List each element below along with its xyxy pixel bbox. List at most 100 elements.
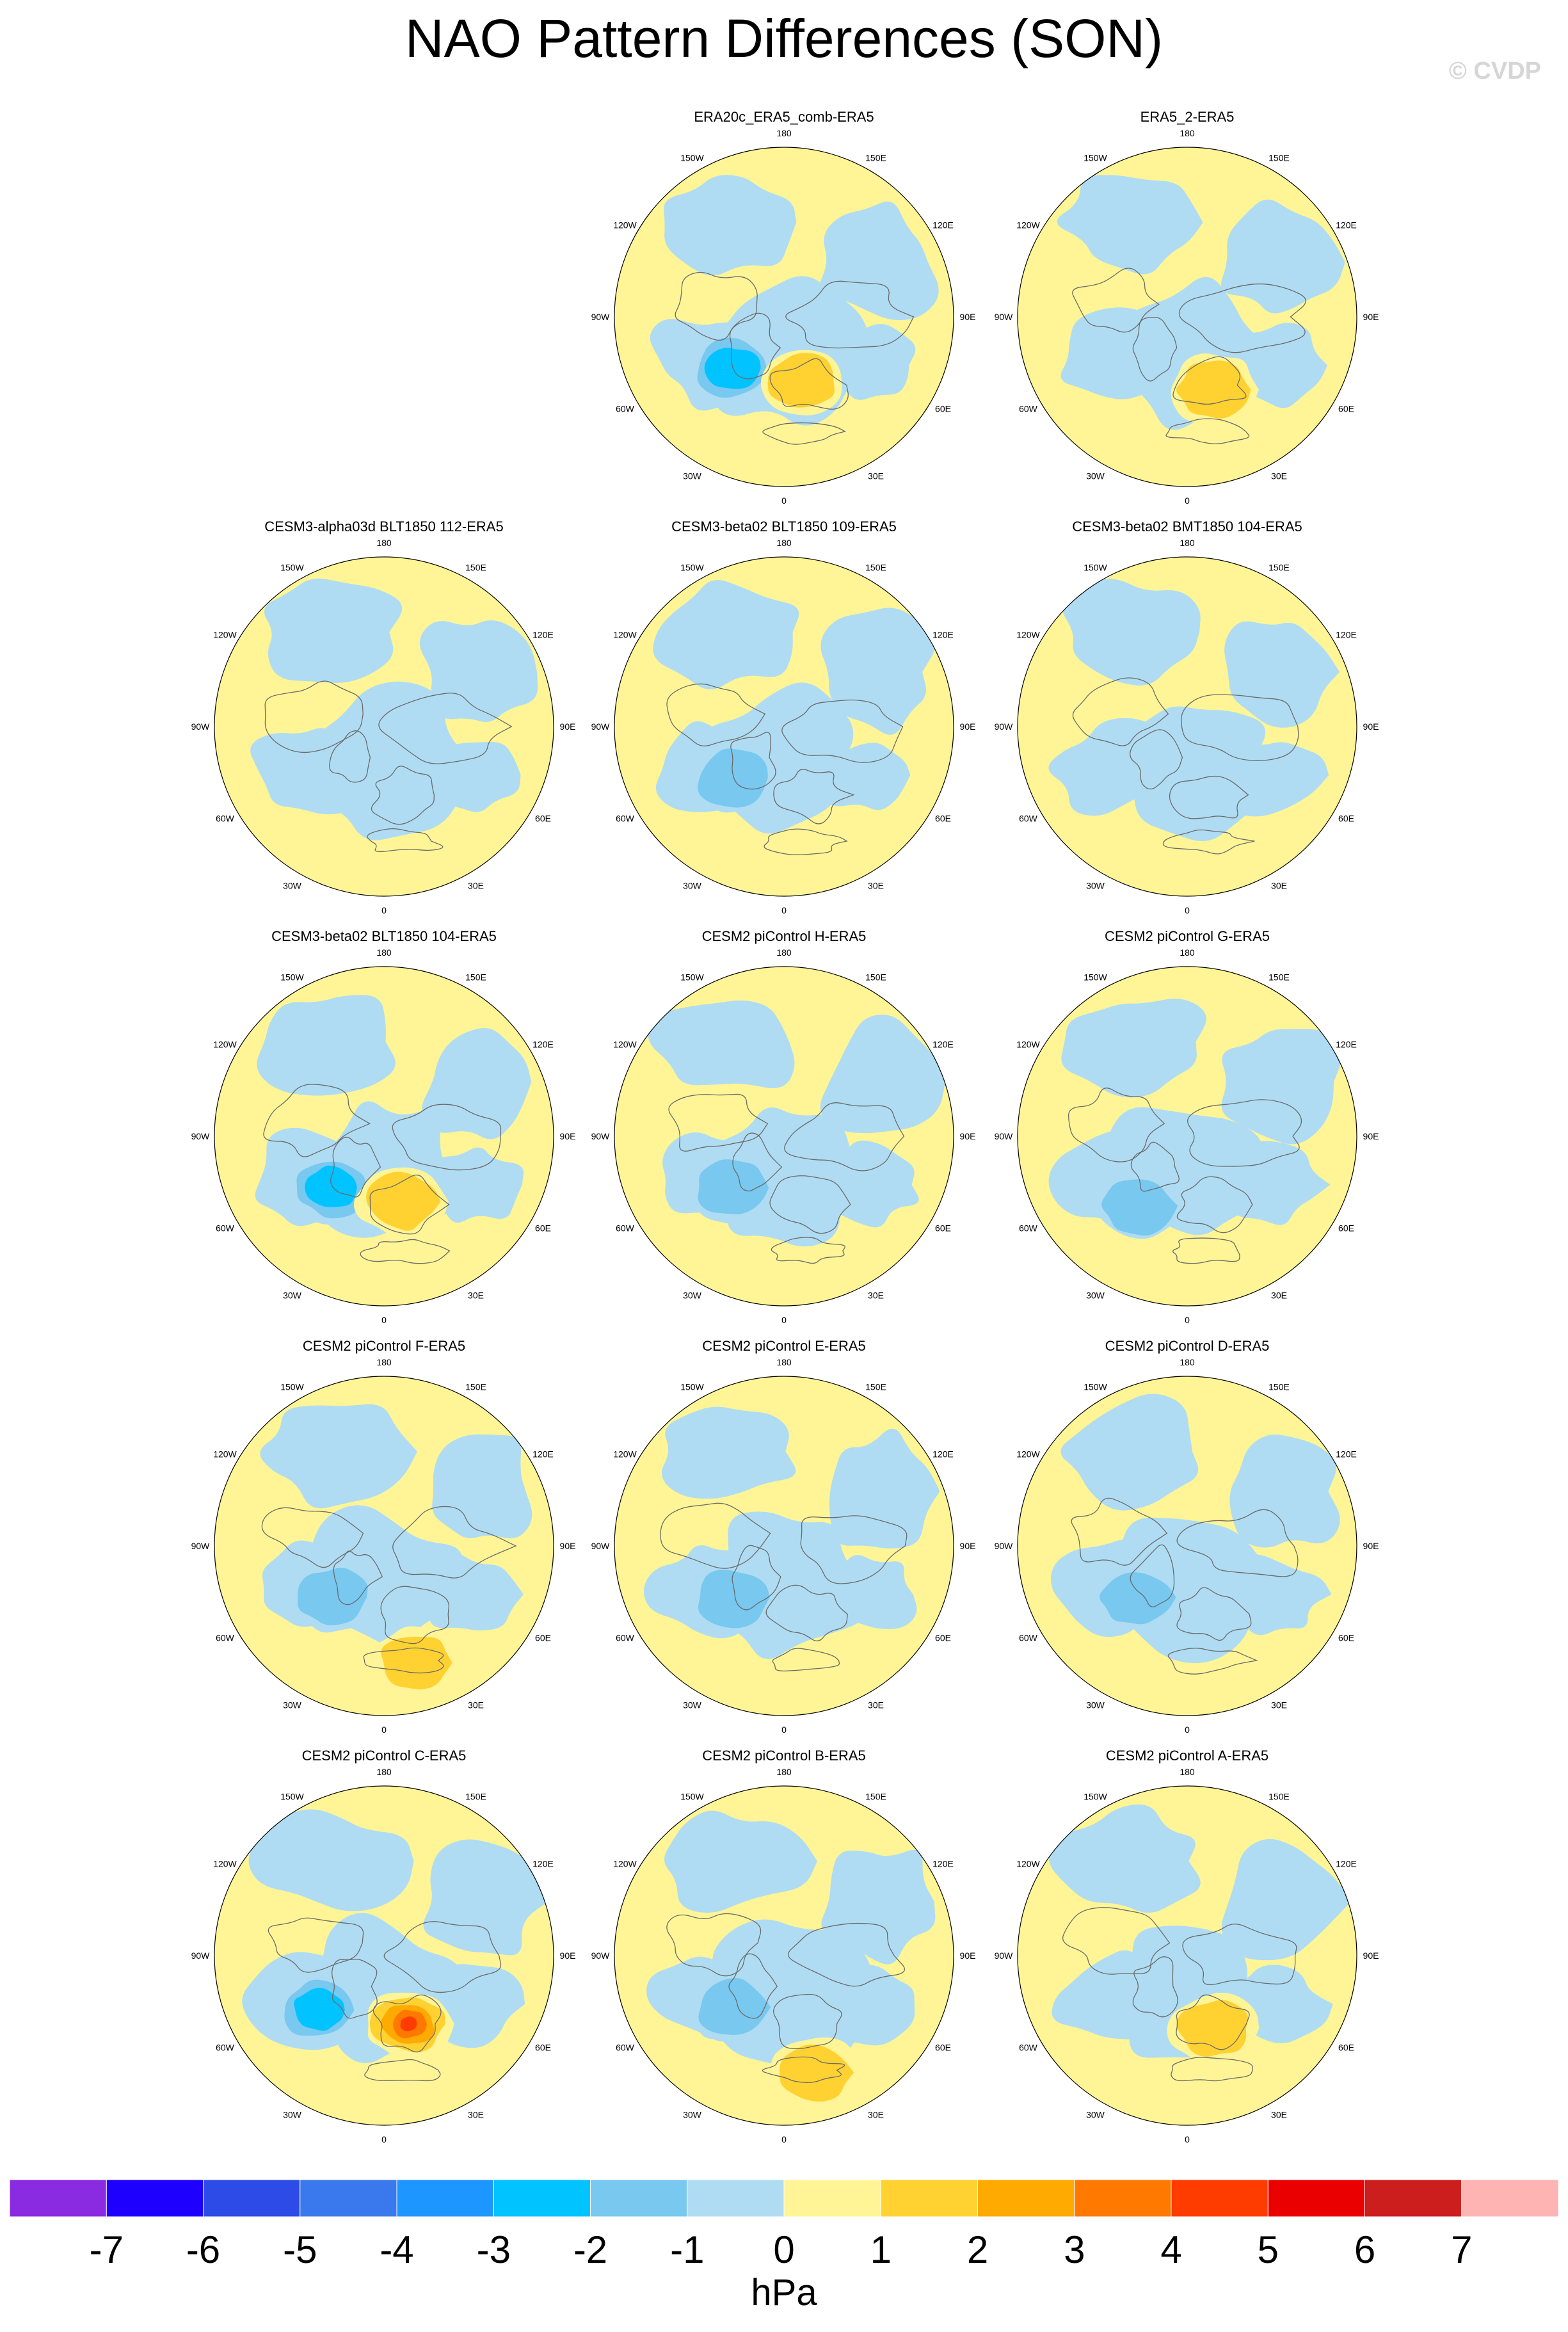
- longitude-label: 120W: [213, 1859, 237, 1869]
- longitude-label: 30E: [468, 2110, 484, 2120]
- longitude-label: 30W: [683, 471, 702, 481]
- longitude-label: 0: [381, 2134, 387, 2144]
- field-contour: [698, 1978, 771, 2035]
- map-field: [614, 1786, 954, 2125]
- colorbar-tick-label: 5: [1258, 2228, 1279, 2271]
- longitude-label: 60W: [616, 814, 635, 824]
- map-panel-p3: 180 150E 120E 90E 60E 30E 0 30W 60W 90W 120W 150W: [191, 538, 576, 915]
- coast-outline: [729, 312, 781, 380]
- coast-outline: [1068, 1088, 1165, 1162]
- longitude-label: 30E: [868, 881, 884, 891]
- coast-outline: [367, 828, 444, 853]
- map-panel-p7: 180 150E 120E 90E 60E 30E 0 30W 60W 90W 120W 150W: [591, 947, 976, 1325]
- longitude-label: 150E: [465, 1382, 486, 1392]
- longitude-label: 150E: [865, 972, 886, 983]
- longitude-label: 150E: [1268, 972, 1290, 983]
- longitude-label: 150W: [680, 153, 704, 163]
- coast-outline: [784, 1102, 905, 1171]
- map-border: [1017, 1376, 1357, 1716]
- map-panel-p10: 180 150E 120E 90E 60E 30E 0 30W 60W 90W 120W 150W: [591, 1357, 976, 1735]
- longitude-label: 60E: [1338, 1633, 1354, 1643]
- longitude-label: 120W: [213, 1040, 237, 1050]
- longitude-label: 180: [376, 538, 392, 548]
- coastlines: [268, 1917, 502, 2082]
- longitude-label: 120W: [1016, 220, 1040, 230]
- longitude-label: 0: [381, 1725, 387, 1735]
- coast-outline: [1162, 829, 1255, 855]
- longitude-label: 150E: [1268, 153, 1290, 163]
- longitude-label: 120E: [1336, 1859, 1357, 1869]
- longitude-label: 0: [781, 905, 787, 915]
- coast-outline: [1072, 677, 1169, 746]
- coast-outline: [1176, 1509, 1299, 1577]
- longitude-label: 60E: [935, 1223, 951, 1234]
- coastlines: [1072, 268, 1306, 444]
- colorbar-swatch: [396, 2179, 494, 2217]
- coastlines: [666, 1913, 905, 2083]
- longitude-label: 60E: [935, 2043, 951, 2053]
- longitude-label: 90W: [591, 312, 611, 322]
- map-panel-p1: 180 150E 120E 90E 60E 30E 0 30W 60W 90W 120W 150W: [591, 128, 976, 506]
- coast-outline: [765, 1584, 848, 1642]
- field-negative-lobe: [813, 1965, 915, 2046]
- panel-title: CESM2 piControl G-ERA5: [1105, 928, 1270, 944]
- coast-outline: [329, 730, 371, 783]
- longitude-label: 180: [376, 947, 392, 958]
- longitude-label: 150E: [865, 1792, 886, 1802]
- longitude-label: 90E: [960, 312, 976, 322]
- map-field: [1018, 967, 1357, 1306]
- longitude-label: 180: [1180, 128, 1195, 138]
- longitude-label: 30E: [868, 2110, 884, 2120]
- colorbar-tick-label: -5: [283, 2228, 317, 2271]
- map-field: [1018, 1786, 1357, 2125]
- map-panel-p5: 180 150E 120E 90E 60E 30E 0 30W 60W 90W 120W 150W: [995, 538, 1379, 915]
- panel-title: CESM2 piControl B-ERA5: [702, 1748, 866, 1764]
- field-negative-lobe: [1218, 1141, 1331, 1225]
- coast-outline: [800, 1515, 908, 1584]
- map-border: [1017, 966, 1357, 1307]
- field-negative-lobe: [1052, 1950, 1169, 2039]
- longitude-label: 180: [776, 128, 792, 138]
- longitude-label: 30W: [283, 881, 302, 891]
- longitude-label: 150E: [465, 972, 486, 983]
- colorbar-swatch: [1461, 2179, 1559, 2217]
- longitude-label: 150E: [465, 563, 486, 573]
- longitude-label: 90E: [1363, 1950, 1379, 1961]
- longitude-label: 90W: [191, 1950, 211, 1961]
- coast-outline: [1132, 1956, 1178, 2018]
- longitude-label: 120W: [613, 1859, 637, 1869]
- longitude-label: 120W: [1016, 630, 1040, 640]
- field-negative-lobe: [264, 578, 403, 683]
- map-field: [1018, 1376, 1357, 1716]
- panel-title: CESM2 piControl E-ERA5: [702, 1338, 866, 1354]
- map-border: [214, 556, 554, 897]
- field-negative-lobe: [820, 201, 939, 321]
- coast-outline: [263, 1084, 371, 1157]
- colorbar-tick-label: 6: [1354, 2228, 1375, 2271]
- longitude-label: 0: [1185, 1725, 1190, 1735]
- longitude-label: 90W: [591, 1950, 611, 1961]
- coastlines: [261, 1506, 517, 1674]
- coastlines: [1068, 1088, 1302, 1264]
- longitude-label: 0: [781, 2134, 787, 2144]
- longitude-label: 120E: [532, 1449, 554, 1460]
- colorbar-tick-label: -2: [573, 2228, 607, 2271]
- longitude-label: 60W: [216, 2043, 235, 2053]
- colorbar-tick-label: 3: [1064, 2228, 1085, 2271]
- coast-outline: [666, 1913, 762, 1977]
- field-negative-lobe: [1229, 1435, 1340, 1548]
- coast-outline: [372, 1994, 442, 2053]
- longitude-label: 60E: [1338, 404, 1354, 414]
- longitude-label: 120E: [1336, 630, 1357, 640]
- coast-outline: [330, 1136, 381, 1198]
- map-panel-p6: 180 150E 120E 90E 60E 30E 0 30W 60W 90W 120W 150W: [191, 947, 576, 1325]
- longitude-label: 150W: [680, 563, 704, 573]
- longitude-label: 60E: [935, 814, 951, 824]
- coast-outline: [732, 1545, 781, 1611]
- coast-outline: [1132, 316, 1178, 382]
- panel-title: ERA5_2-ERA5: [1140, 109, 1235, 125]
- map-panel-p11: 180 150E 120E 90E 60E 30E 0 30W 60W 90W 120W 150W: [995, 1357, 1379, 1735]
- map-border: [614, 1785, 954, 2126]
- coast-outline: [363, 1647, 444, 1674]
